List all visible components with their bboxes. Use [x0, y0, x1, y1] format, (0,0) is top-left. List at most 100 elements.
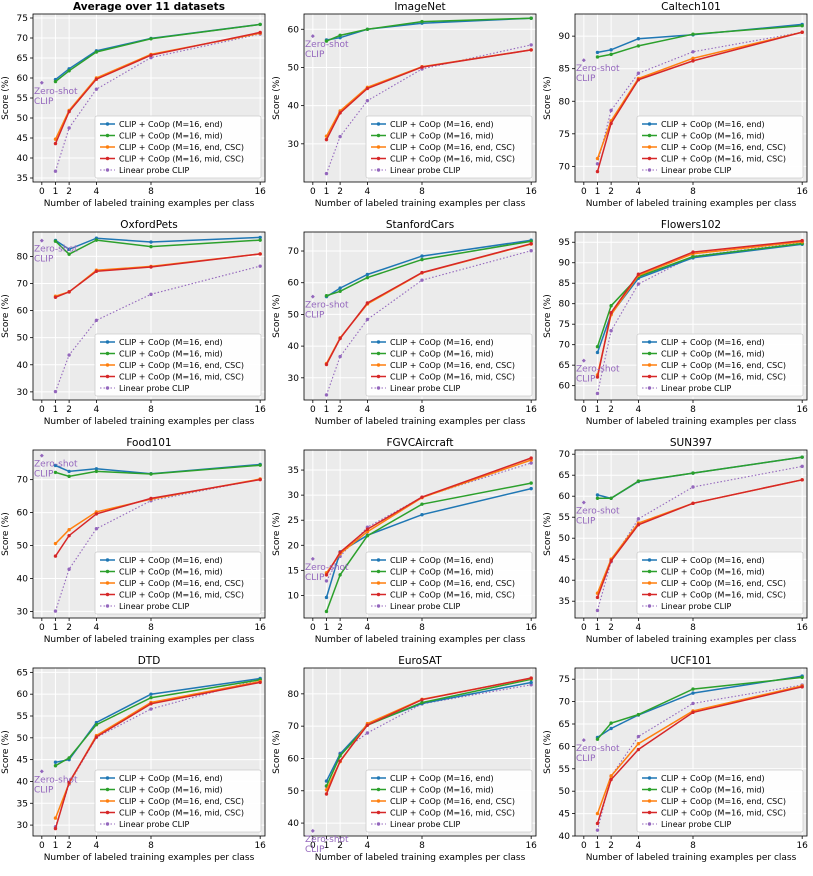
- legend-label: CLIP + CoOp (M=16, mid): [661, 350, 765, 359]
- data-point: [529, 239, 533, 243]
- data-point: [149, 707, 153, 711]
- data-point: [149, 55, 153, 60]
- legend-label: CLIP + CoOp (M=16, end): [119, 774, 223, 783]
- x-tick-label: 1: [53, 405, 59, 415]
- x-tick-label: 8: [690, 187, 696, 197]
- data-point: [420, 257, 424, 262]
- data-point: [53, 826, 58, 831]
- data-point: [609, 777, 613, 782]
- chart-title: FGVCAircraft: [386, 437, 453, 449]
- chart-svg: 60 65 70 75 80 85 90 95 0 1 2 4 8 16 Flowers102 Number …: [543, 219, 808, 427]
- y-tick-label: 50: [17, 334, 29, 344]
- x-tick-label: 16: [254, 841, 266, 851]
- x-tick-label: 16: [796, 187, 808, 197]
- legend-label: Linear probe CLIP: [661, 166, 731, 175]
- x-tick-label: 16: [525, 405, 537, 415]
- y-tick-label: 35: [17, 174, 28, 184]
- data-point: [529, 456, 533, 460]
- y-axis-label: Score (%): [1, 294, 11, 338]
- x-tick-label: 16: [796, 623, 808, 633]
- x-tick-label: 1: [53, 623, 59, 633]
- legend-label: CLIP + CoOp (M=16, mid): [390, 568, 494, 577]
- legend-marker: [105, 776, 110, 780]
- legend-label: CLIP + CoOp (M=16, mid): [119, 132, 223, 141]
- data-point: [636, 742, 641, 746]
- data-point: [595, 375, 600, 379]
- legend: CLIP + CoOp (M=16, end) CLIP + CoOp (M=16…: [94, 333, 262, 397]
- y-tick-label: 85: [559, 65, 570, 75]
- legend-marker: [647, 374, 652, 379]
- data-point: [609, 721, 613, 725]
- zero-shot-label: Zero-shot: [34, 775, 78, 785]
- y-tick-label: 65: [559, 720, 570, 730]
- x-tick-label: 4: [94, 187, 100, 197]
- legend-marker: [647, 787, 652, 792]
- x-axis-label: Number of labeled training examples per …: [44, 199, 255, 209]
- y-tick-label: 60: [559, 382, 571, 392]
- data-point: [324, 579, 329, 583]
- x-tick-label: 0: [39, 841, 45, 851]
- x-tick-label: 0: [310, 841, 316, 851]
- legend-marker: [105, 787, 110, 792]
- x-tick-label: 8: [419, 187, 425, 197]
- zero-shot-label-2: CLIP: [305, 845, 325, 855]
- legend-marker: [647, 156, 652, 161]
- data-point: [636, 44, 641, 48]
- data-point: [420, 512, 424, 517]
- y-tick-label: 70: [17, 34, 29, 44]
- legend-marker: [376, 156, 381, 161]
- legend-marker: [105, 363, 110, 367]
- x-tick-label: 1: [595, 841, 601, 851]
- legend-marker: [105, 604, 110, 608]
- y-tick-label: 40: [288, 342, 300, 352]
- y-tick-label: 50: [17, 542, 29, 552]
- plot-frame: [574, 667, 808, 837]
- data-point: [420, 502, 424, 506]
- data-point: [67, 109, 71, 114]
- legend-marker: [376, 374, 381, 379]
- plot-frame: [574, 231, 808, 401]
- y-tick-label: 55: [559, 765, 570, 775]
- legend-label: Linear probe CLIP: [119, 384, 189, 393]
- legend-label: CLIP + CoOp (M=16, end): [661, 556, 765, 565]
- data-point: [94, 318, 99, 323]
- legend-marker: [647, 604, 652, 608]
- x-axis-label: Number of labeled training examples per …: [586, 853, 797, 863]
- data-point: [529, 461, 533, 465]
- x-tick-label: 2: [66, 841, 72, 851]
- data-point: [258, 264, 262, 268]
- data-point: [53, 389, 58, 394]
- y-tick-label: 60: [559, 742, 571, 752]
- legend-marker: [647, 569, 652, 574]
- data-point: [338, 33, 342, 38]
- data-point: [324, 137, 329, 142]
- legend-marker: [376, 133, 381, 138]
- data-point: [691, 485, 695, 489]
- panel-sun397: 35 40 45 50 55 60 65 70 0 1 2 4 8 16 SUN397 Number of l…: [542, 436, 813, 658]
- data-point: [800, 478, 804, 482]
- legend-label: CLIP + CoOp (M=16, mid, CSC): [661, 155, 786, 164]
- chart-title: Caltech101: [661, 1, 721, 13]
- legend-label: CLIP + CoOp (M=16, end): [661, 338, 765, 347]
- legend-label: CLIP + CoOp (M=16, end): [390, 556, 494, 565]
- legend-marker: [376, 592, 381, 597]
- y-tick-label: 95: [559, 238, 570, 248]
- data-point: [800, 685, 804, 689]
- zero-shot-point: [310, 294, 315, 299]
- legend-label: CLIP + CoOp (M=16, end, CSC): [390, 579, 515, 588]
- panel-caltech101: 70 75 80 85 90 0 1 2 4 8 16 Caltech101 Number of lab…: [542, 0, 813, 222]
- y-tick-label: 80: [17, 252, 29, 262]
- data-point: [149, 53, 153, 57]
- legend-label: CLIP + CoOp (M=16, mid, CSC): [119, 591, 244, 600]
- legend-label: CLIP + CoOp (M=16, mid): [661, 786, 765, 795]
- x-tick-label: 4: [94, 623, 100, 633]
- zero-shot-label-2: CLIP: [34, 255, 54, 265]
- data-point: [636, 479, 641, 483]
- y-tick-label: 65: [559, 361, 570, 371]
- data-point: [53, 463, 58, 468]
- panel-flowers102: 60 65 70 75 80 85 90 95 0 1 2 4 8 16 Flowers102 Number …: [542, 218, 813, 440]
- zero-shot-point: [581, 358, 586, 363]
- legend: CLIP + CoOp (M=16, end) CLIP + CoOp (M=16…: [636, 551, 804, 615]
- data-point: [420, 270, 424, 275]
- legend-label: CLIP + CoOp (M=16, mid, CSC): [390, 591, 515, 600]
